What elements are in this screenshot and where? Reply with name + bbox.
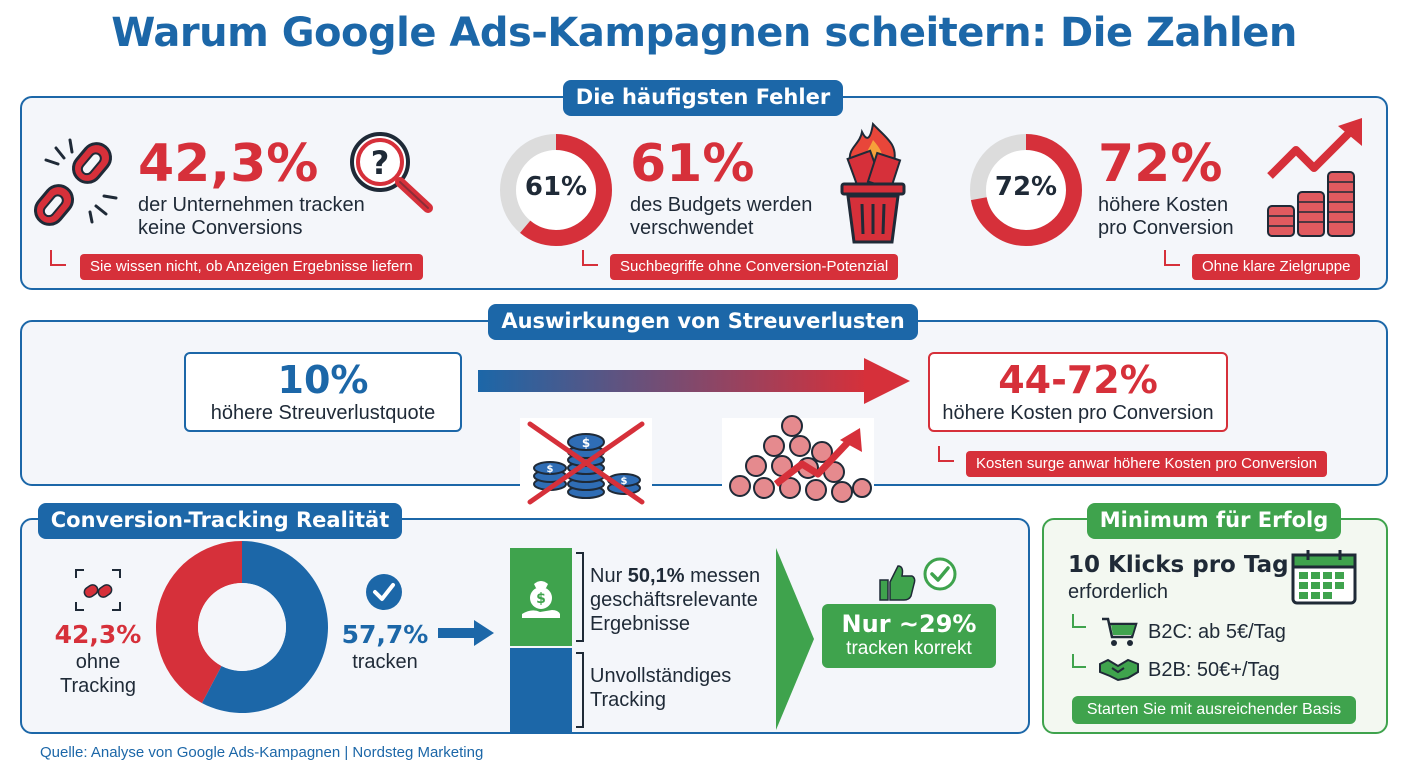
- bar-bracket-bottom: [576, 652, 584, 728]
- correct-tracking-label: tracken korrekt: [846, 638, 972, 659]
- check-green-icon: [923, 557, 957, 591]
- donut-slice-no-tracking: [155, 541, 242, 704]
- tracking-donut-chart: [155, 541, 328, 713]
- money-hand-icon: $: [522, 581, 560, 618]
- check-circle-icon: [366, 574, 402, 610]
- cost-ring-chart: [970, 134, 1082, 246]
- error3-number: 72%: [1098, 134, 1223, 194]
- error2-line2: verschwendet: [630, 217, 754, 239]
- svg-text:$: $: [582, 436, 590, 450]
- bar-bracket-top: [576, 552, 584, 642]
- right-arrow-icon: [438, 620, 494, 646]
- svg-text:$: $: [536, 591, 546, 607]
- tracking-value: 57,7%: [341, 620, 429, 649]
- crossed-coins-icon: $ $ $: [520, 418, 652, 506]
- start-cta-button[interactable]: Starten Sie mit ausreichender Basis: [1072, 696, 1356, 724]
- b2c-budget: B2C: ab 5€/Tag: [1148, 621, 1286, 643]
- budget-ring-arc: [500, 134, 612, 246]
- impact-arrow: [938, 446, 954, 462]
- scatter-rate-value: 10%: [277, 358, 369, 402]
- green-chevron: [776, 548, 814, 730]
- budget-ring-chart: [500, 134, 612, 246]
- b2b-arrow: [1072, 654, 1086, 668]
- no-tracking-line2: Tracking: [60, 675, 136, 697]
- error1-number: 42,3%: [138, 134, 319, 194]
- broken-link-icon: [34, 138, 118, 226]
- scatter-rate-label: höhere Streuverlustquote: [210, 402, 436, 424]
- no-tracking-value: 42,3%: [54, 620, 142, 649]
- tracking-line1: tracken: [352, 651, 418, 673]
- incomplete-line2: Tracking: [590, 689, 666, 711]
- error3-arrow: [1164, 250, 1180, 266]
- correct-tracking-value: Nur ~29%: [841, 610, 977, 638]
- cost-ring-label: 72%: [994, 172, 1058, 202]
- error3-tag: Ohne klare Zielgruppe: [1192, 254, 1361, 280]
- error2-tag: Suchbegriffe ohne Conversion-Potenzial: [610, 254, 899, 280]
- b2b-budget: B2B: 50€+/Tag: [1148, 659, 1280, 681]
- impact-heading: Auswirkungen von Streuverlusten: [488, 304, 918, 340]
- error1-line2: keine Conversions: [138, 217, 303, 239]
- incomplete-bar: [510, 648, 572, 732]
- error2-line1: des Budgets werden: [630, 194, 813, 216]
- scatter-rate-box: 10% höhere Streuverlustquote: [184, 352, 462, 432]
- error1-tag: Sie wissen nicht, ob Anzeigen Ergebnisse…: [80, 254, 423, 280]
- error2-number: 61%: [630, 134, 755, 194]
- cost-ring-arc: [970, 134, 1082, 246]
- relevant-line2: geschäftsrelevante: [590, 589, 758, 611]
- magnifier-question-icon: ?: [350, 132, 433, 213]
- page-title: Warum Google Ads-Kampagnen scheitern: Di…: [111, 10, 1297, 56]
- relevant-pre: Nur: [590, 565, 628, 587]
- cost-increase-value: 44-72%: [998, 358, 1158, 402]
- source-note: Quelle: Analyse von Google Ads-Kampagnen…: [40, 744, 484, 761]
- impact-tag: Kosten surge anwar höhere Kosten pro Con…: [966, 451, 1328, 477]
- svg-text:$: $: [621, 476, 628, 487]
- minimum-heading: Minimum für Erfolg: [1087, 503, 1341, 539]
- burning-money-bin-icon: [840, 121, 906, 244]
- relevant-post: messen: [684, 565, 761, 587]
- tracking-heading: Conversion-Tracking Realität: [38, 503, 402, 539]
- error3-line1: höhere Kosten: [1098, 194, 1229, 216]
- error3-line2: pro Conversion: [1098, 217, 1234, 239]
- handshake-icon: [1099, 658, 1139, 682]
- svg-text:$: $: [547, 464, 554, 475]
- b2c-arrow: [1072, 614, 1086, 628]
- error1-arrow: [50, 250, 66, 266]
- incomplete-line1: Unvollständiges: [590, 665, 732, 687]
- budget-ring-label: 61%: [524, 172, 588, 202]
- coin-pile-rising-icon: [722, 415, 874, 508]
- correct-tracking-badge: Nur ~29% tracken korrekt: [822, 604, 996, 668]
- relevant-line1: Nur 50,1% messen: [590, 564, 760, 588]
- thumbs-up-icon: [879, 565, 916, 601]
- rising-cost-coins-icon: [1267, 118, 1362, 237]
- gradient-arrow: [478, 358, 910, 404]
- clicks-required: erforderlich: [1068, 581, 1169, 603]
- errors-heading: Die häufigsten Fehler: [563, 80, 843, 116]
- no-tracking-line1: ohne: [75, 651, 121, 673]
- cost-increase-box: 44-72% höhere Kosten pro Conversion: [928, 352, 1228, 432]
- donut-slice-tracking: [201, 541, 328, 713]
- clicks-per-day: 10 Klicks pro Tag: [1068, 552, 1289, 578]
- broken-link-small-icon: [75, 569, 121, 611]
- calendar-icon: [1291, 550, 1357, 605]
- svg-text:?: ?: [371, 144, 390, 182]
- error2-arrow: [582, 250, 598, 266]
- cost-increase-label: höhere Kosten pro Conversion: [942, 402, 1214, 424]
- error1-line1: der Unternehmen tracken: [138, 194, 365, 216]
- relevant-line3: Ergebnisse: [590, 613, 691, 635]
- shopping-cart-icon: [1102, 617, 1138, 646]
- relevant-percent: 50,1%: [627, 565, 685, 587]
